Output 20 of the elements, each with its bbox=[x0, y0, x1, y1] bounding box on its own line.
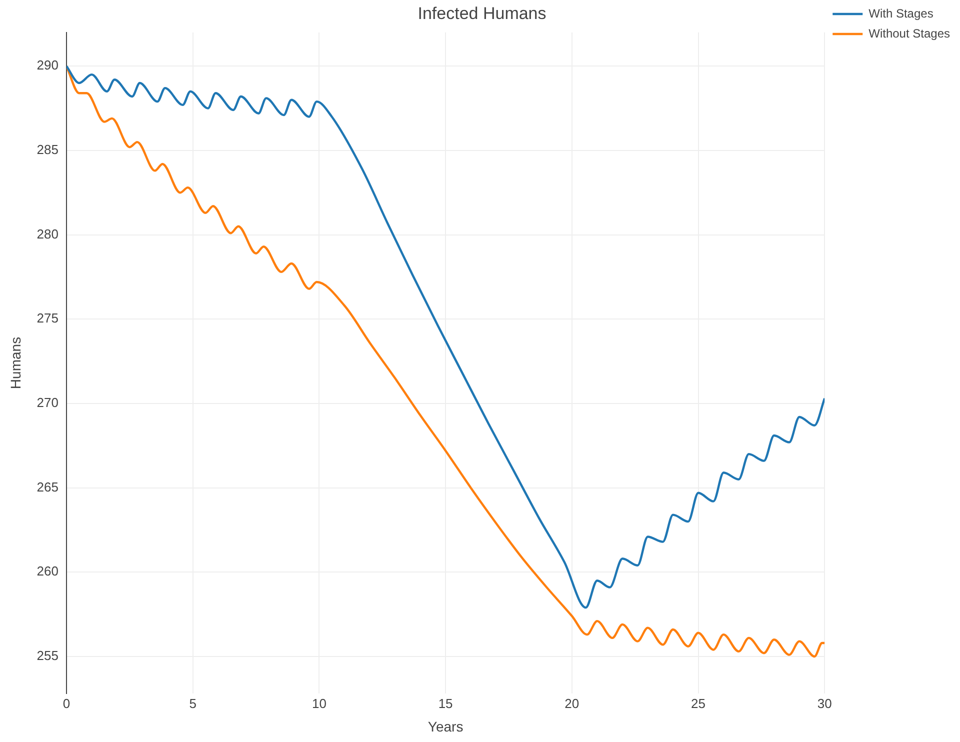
x-tick-label: 5 bbox=[189, 696, 196, 711]
y-axis-title: Humans bbox=[7, 336, 24, 390]
y-tick-label: 255 bbox=[36, 648, 58, 664]
y-tick-label: 275 bbox=[36, 310, 58, 326]
x-tick-label: 10 bbox=[312, 696, 326, 711]
legend-label: With Stages bbox=[868, 6, 934, 20]
chart-title: Infected Humans bbox=[418, 4, 546, 23]
y-tick-label: 290 bbox=[36, 58, 58, 73]
x-tick-label: 15 bbox=[438, 696, 453, 711]
x-tick-label: 30 bbox=[817, 696, 832, 711]
y-tick-label: 280 bbox=[36, 226, 58, 242]
y-tick-label: 285 bbox=[36, 142, 58, 158]
x-axis-title: Years bbox=[428, 718, 464, 734]
legend-label: Without Stages bbox=[868, 26, 950, 40]
y-tick-label: 270 bbox=[36, 395, 58, 410]
y-tick-label: 265 bbox=[36, 479, 58, 494]
x-tick-label: 0 bbox=[62, 696, 70, 711]
x-tick-label: 20 bbox=[564, 696, 580, 711]
x-tick-label: 25 bbox=[691, 696, 706, 711]
y-tick-label: 260 bbox=[36, 564, 58, 579]
